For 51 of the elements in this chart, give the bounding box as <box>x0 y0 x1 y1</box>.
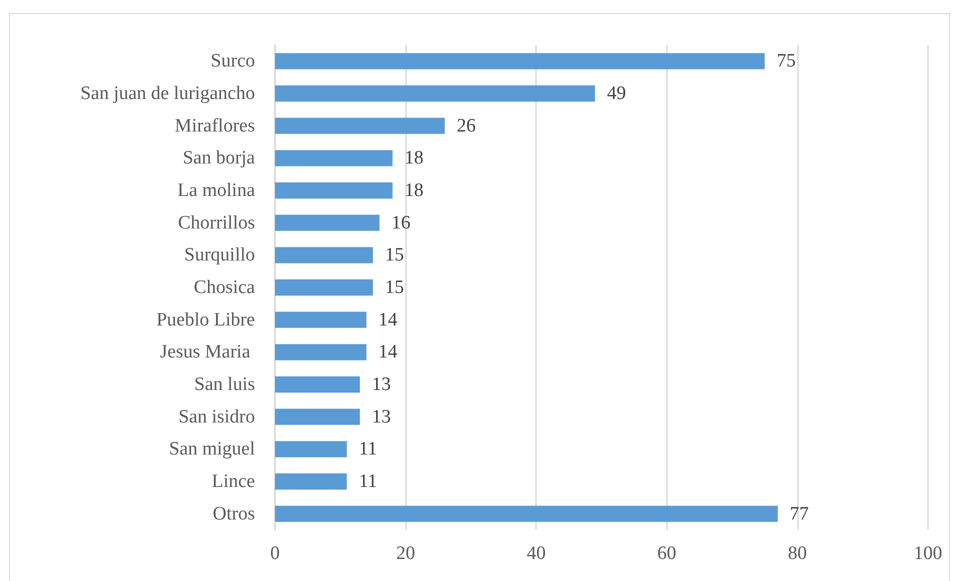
y-tick-label: San isidro <box>178 406 255 428</box>
data-label: 14 <box>378 342 398 363</box>
data-label: 11 <box>358 438 378 460</box>
y-tick-label: Surquillo <box>184 244 255 266</box>
data-label: 18 <box>404 148 424 169</box>
y-tick-label: Chorrillos <box>178 212 255 234</box>
bar <box>275 506 778 522</box>
bar <box>275 279 373 296</box>
y-tick-label: San borja <box>182 148 256 169</box>
bar <box>275 85 595 102</box>
bar <box>275 214 380 231</box>
y-tick-label: San juan de lurigancho <box>80 83 255 104</box>
bar <box>275 182 393 199</box>
data-label: 11 <box>358 471 378 492</box>
x-tick-label: 0 <box>270 543 280 564</box>
data-label: 13 <box>372 374 391 395</box>
data-label: 77 <box>790 503 809 524</box>
y-tick-label: Pueblo Libre <box>156 309 255 330</box>
y-tick-label: San miguel <box>168 438 255 460</box>
data-label: 26 <box>456 115 476 136</box>
y-tick-label: Otros <box>212 503 255 524</box>
x-tick-label: 60 <box>657 543 676 564</box>
bar <box>275 408 360 425</box>
bar <box>275 473 347 490</box>
bar <box>275 376 360 393</box>
data-label: 75 <box>776 50 796 72</box>
data-label: 14 <box>378 309 398 330</box>
y-tick-label: Chosica <box>194 277 256 298</box>
data-label: 13 <box>372 406 391 428</box>
data-label: 18 <box>404 180 424 201</box>
bar <box>275 344 366 360</box>
bar <box>275 150 393 166</box>
bar <box>275 312 366 328</box>
y-tick-label: San luis <box>194 374 255 395</box>
data-label: 49 <box>606 83 626 104</box>
bar <box>275 53 765 70</box>
bar <box>275 247 373 264</box>
data-label: 16 <box>391 212 410 234</box>
data-label: 15 <box>384 244 404 266</box>
x-tick-label: 40 <box>526 543 546 564</box>
y-tick-label: Surco <box>210 50 255 72</box>
y-tick-label: La molina <box>177 180 256 201</box>
y-tick-label: Lince <box>212 471 255 492</box>
bar <box>275 441 347 458</box>
y-tick-label: Jesus Maria <box>160 342 255 363</box>
y-tick-label: Miraflores <box>174 115 255 136</box>
bar <box>275 118 445 134</box>
x-tick-label: 100 <box>914 543 942 564</box>
data-label: 15 <box>384 277 404 298</box>
x-tick-label: 80 <box>788 543 807 564</box>
x-tick-label: 20 <box>396 543 416 564</box>
